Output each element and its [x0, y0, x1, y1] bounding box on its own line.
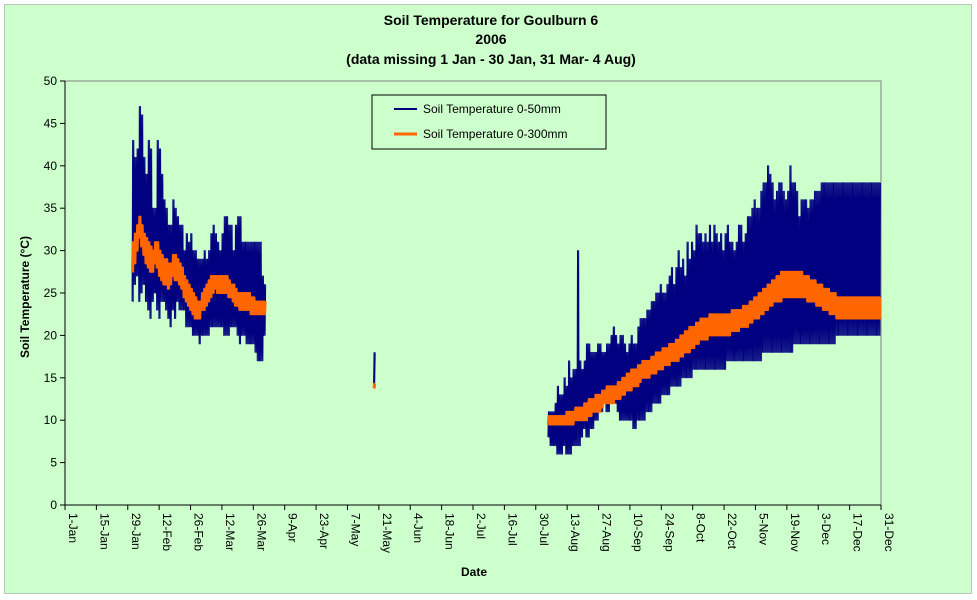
series-line-1	[373, 351, 376, 387]
x-tick-label: 7-May	[348, 513, 362, 546]
x-tick-label: 15-Jan	[97, 513, 111, 550]
y-tick-label: 25	[44, 286, 58, 300]
x-tick-label: 22-Oct	[725, 513, 739, 550]
chart-area: Soil Temperature for Goulburn 6 2006 (da…	[4, 4, 972, 594]
y-tick-label: 40	[44, 159, 58, 173]
x-tick-label: 8-Oct	[694, 513, 708, 543]
x-tick-label: 24-Sep	[662, 513, 676, 552]
y-tick-label: 15	[44, 371, 58, 385]
legend-label-series-1: Soil Temperature 0-50mm	[423, 102, 561, 116]
legend-label-series-2: Soil Temperature 0-300mm	[423, 127, 568, 141]
y-tick-label: 45	[44, 116, 58, 130]
y-tick-label: 5	[50, 456, 57, 470]
x-tick-label: 17-Dec	[851, 513, 865, 552]
y-axis: 0 5 10 15 20 25 30 35 40 45 50	[44, 74, 66, 512]
series-layer	[131, 105, 882, 455]
x-tick-label: 23-Apr	[317, 513, 331, 549]
x-tick-label: 26-Feb	[192, 513, 206, 551]
series-line-2	[372, 382, 377, 389]
x-tick-label: 1-Jan	[66, 513, 80, 543]
chart-title-line-2: 2006	[475, 31, 506, 47]
y-axis-title: Soil Temperature (°C)	[18, 236, 32, 358]
x-tick-label: 2-Jul	[474, 513, 488, 539]
x-tick-label: 30-Jul	[537, 513, 551, 546]
y-tick-label: 0	[50, 498, 57, 512]
x-tick-label: 4-Jun	[411, 513, 425, 543]
x-tick-label: 16-Jul	[505, 513, 519, 546]
series-line-2	[131, 215, 267, 320]
chart-svg: Soil Temperature for Goulburn 6 2006 (da…	[18, 12, 896, 579]
x-tick-label: 29-Jan	[129, 513, 143, 550]
y-tick-label: 30	[44, 244, 58, 258]
x-tick-label: 12-Mar	[223, 513, 237, 551]
x-axis-title: Date	[461, 565, 487, 579]
x-tick-label: 12-Feb	[160, 513, 174, 551]
series-line-2	[546, 270, 882, 426]
x-tick-label: 26-Mar	[254, 513, 268, 551]
series-line-1	[547, 165, 881, 455]
x-tick-label: 5-Nov	[756, 513, 770, 545]
y-tick-label: 35	[44, 201, 58, 215]
y-tick-label: 20	[44, 328, 58, 342]
chart-title-line-3: (data missing 1 Jan - 30 Jan, 31 Mar- 4 …	[346, 51, 636, 67]
legend-box	[371, 94, 607, 150]
x-tick-label: 3-Dec	[819, 513, 833, 545]
x-tick-label: 9-Apr	[286, 513, 300, 542]
x-tick-label: 18-Jun	[443, 513, 457, 550]
x-axis: 1-Jan 15-Jan 29-Jan 12-Feb 26-Feb 12-Mar 26-Ma…	[64, 504, 896, 553]
legend: Soil Temperature 0-50mm Soil Temperature…	[371, 94, 607, 150]
x-tick-label: 19-Nov	[788, 513, 802, 552]
y-tick-label: 10	[44, 413, 58, 427]
chart-title-line-1: Soil Temperature for Goulburn 6	[384, 12, 599, 28]
y-tick-label: 50	[44, 74, 58, 88]
x-tick-label: 27-Aug	[600, 513, 614, 552]
x-tick-label: 13-Aug	[568, 513, 582, 552]
x-tick-label: 31-Dec	[882, 513, 896, 552]
x-tick-label: 21-May	[380, 513, 394, 553]
x-tick-label: 10-Sep	[631, 513, 645, 552]
